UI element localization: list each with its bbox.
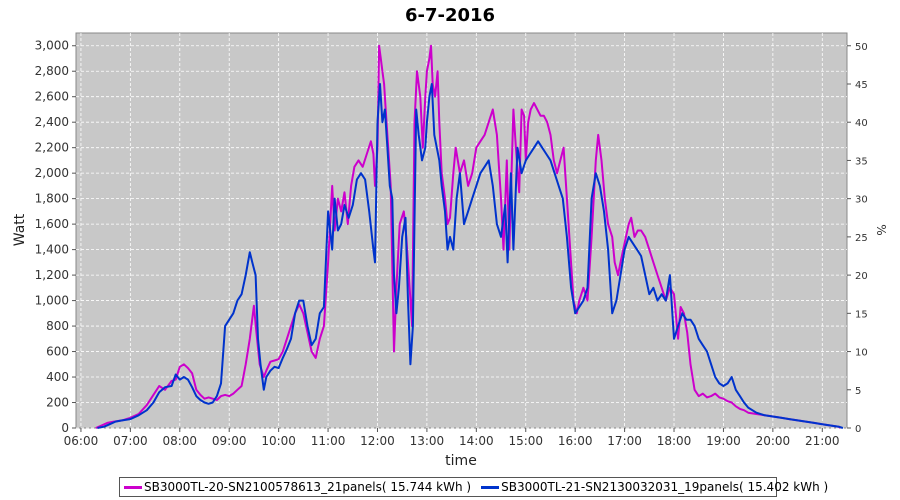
y-tick-label: 1,400: [35, 243, 69, 257]
y2-tick-label: 10: [855, 348, 868, 359]
legend-swatch-series-1: [124, 485, 142, 489]
legend-label-series-2: SB3000TL-21-SN2130032031_19panels( 15.40…: [501, 480, 829, 494]
y2-tick-label: 40: [855, 118, 868, 129]
grid-lines: [76, 33, 847, 429]
y-tick-label: 200: [46, 396, 69, 410]
legend: SB3000TL-20-SN2100578613_21panels( 15.74…: [119, 477, 828, 497]
legend-item-series-1: SB3000TL-20-SN2100578613_21panels( 15.74…: [124, 480, 471, 494]
y-tick-label: 2,000: [35, 166, 69, 180]
x-tick-label: 13:00: [410, 434, 445, 448]
y2-tick-label: 50: [855, 42, 868, 53]
y2-tick-label: 25: [855, 233, 868, 244]
y-tick-label: 2,600: [35, 90, 69, 104]
plot-area: [75, 32, 848, 429]
legend-item-series-2: SB3000TL-21-SN2130032031_19panels( 15.40…: [481, 480, 828, 494]
x-tick-label: 09:00: [212, 434, 247, 448]
x-tick-label: 14:00: [459, 434, 494, 448]
series-lines: [95, 44, 844, 429]
legend-swatch-series-2: [481, 485, 500, 489]
x-tick-label: 19:00: [706, 434, 741, 448]
y-tick-label: 1,200: [35, 268, 69, 282]
y-axis: 0 200 400 600 800 1,000 1,200 1,400 1,600 1,800 2,…: [35, 39, 76, 435]
y-tick-label: 1,000: [35, 294, 69, 308]
x-tick-label: 06:00: [64, 434, 99, 448]
y2-tick-label: 0: [855, 424, 861, 435]
y-tick-label: 1,800: [35, 192, 69, 206]
x-tick-label: 16:00: [558, 434, 593, 448]
chart-title: 6-7-2016: [405, 5, 495, 26]
x-tick-label: 08:00: [162, 434, 197, 448]
y-tick-label: 600: [46, 345, 69, 359]
y2-tick-label: 15: [855, 309, 868, 320]
legend-label-series-1: SB3000TL-20-SN2100578613_21panels( 15.74…: [144, 480, 472, 494]
y-tick-label: 800: [46, 319, 69, 333]
x-tick-label: 12:00: [360, 434, 395, 448]
x-tick-label: 15:00: [508, 434, 543, 448]
y2-tick-label: 45: [855, 80, 868, 91]
y2-tick-label: 30: [855, 195, 868, 206]
y-tick-label: 3,000: [35, 39, 69, 53]
x-axis: 06:00 07:00 08:00 09:00 10:00 11:00 12:00 13:00…: [64, 428, 840, 448]
x-tick-label: 18:00: [657, 434, 692, 448]
y2-tick-label: 35: [855, 156, 868, 167]
x-tick-label: 07:00: [113, 434, 148, 448]
y-tick-label: 2,400: [35, 115, 69, 129]
y-axis-label: Watt: [12, 213, 28, 246]
x-tick-label: 11:00: [311, 434, 346, 448]
series-line-2: [97, 83, 844, 429]
y-tick-label: 1,600: [35, 217, 69, 231]
y2-axis-label: %: [874, 224, 888, 235]
y-tick-label: 0: [61, 421, 69, 435]
y2-axis: 0 5 10 15 20 25 30 35 40 45 50: [847, 42, 868, 435]
y-tick-label: 2,200: [35, 141, 69, 155]
x-tick-label: 20:00: [756, 434, 791, 448]
x-tick-label: 17:00: [607, 434, 642, 448]
x-axis-label: time: [445, 453, 477, 469]
y-tick-label: 400: [46, 370, 69, 384]
y2-tick-label: 20: [855, 271, 868, 282]
x-tick-label: 21:00: [805, 434, 840, 448]
y2-tick-label: 5: [855, 386, 861, 397]
y-tick-label: 2,800: [35, 64, 69, 78]
x-tick-label: 10:00: [261, 434, 296, 448]
